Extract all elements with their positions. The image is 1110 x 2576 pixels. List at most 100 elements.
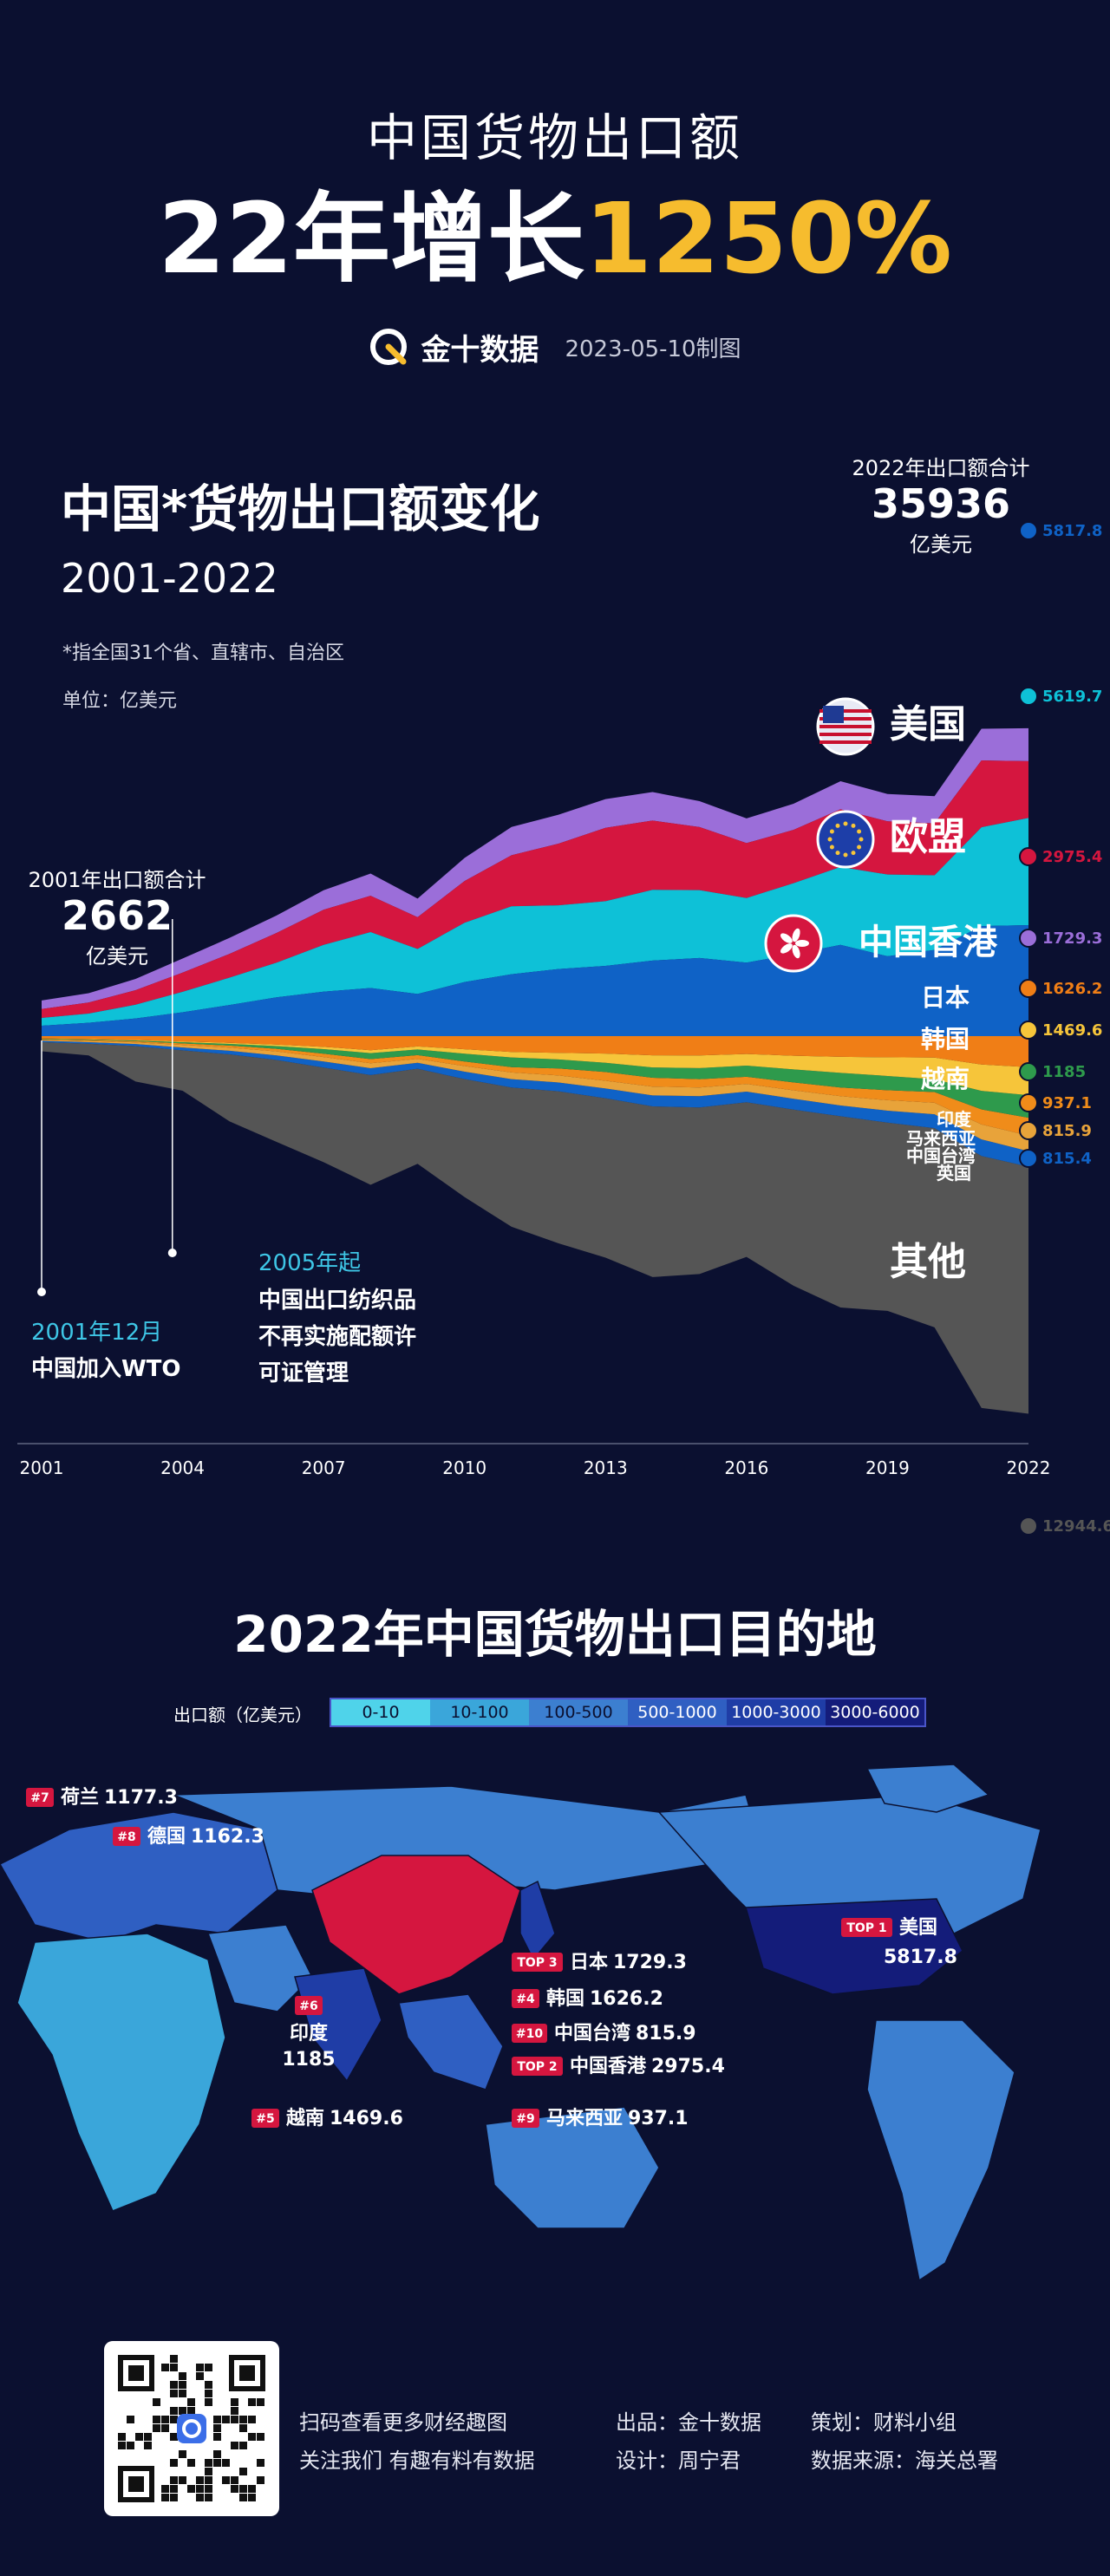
hero-accent: 1250% — [584, 183, 952, 296]
map-callout: TOP 1 美国 5817.8 — [841, 1916, 957, 1968]
qr-code-icon[interactable] — [104, 2341, 279, 2516]
end-marker-japan — [1019, 929, 1038, 948]
follow-text: 关注我们 有趣有料有数据 — [299, 2449, 535, 2473]
end-marker-usa — [1019, 521, 1038, 540]
map-callout: TOP 3 日本 1729.3 — [512, 1952, 687, 1973]
series-label-uk: 英国 — [937, 1163, 971, 1184]
map-legend: 0-10 10-100 100-500 500-1000 1000-3000 3000-6… — [330, 1698, 926, 1727]
brand-name: 金十数据 — [421, 332, 539, 368]
x-tick-label: 2013 — [584, 1458, 628, 1478]
annotation-textile-line: 可证管理 — [258, 1360, 349, 1386]
flag-eu-icon — [816, 810, 875, 869]
map-callout: #10 中国台湾 815.9 — [512, 2022, 696, 2044]
x-tick-label: 2007 — [302, 1458, 346, 1478]
producer-credit: 出品：金十数据 — [616, 2410, 761, 2435]
callout-rank: TOP 2 — [517, 2060, 557, 2074]
callout-value: 815.9 — [636, 2023, 696, 2044]
area-japan — [42, 727, 1028, 1009]
callout-value: 2975.4 — [651, 2056, 725, 2077]
callout-rank: #7 — [30, 1791, 49, 1805]
source-credit: 数据来源：海关总署 — [811, 2449, 998, 2473]
end-marker-taiwan — [1019, 1121, 1038, 1140]
map-callout: #6 印度 1185 — [282, 1996, 336, 2071]
total-2022-value: 35936 — [871, 480, 1011, 527]
callout-name: 越南 — [285, 2108, 324, 2129]
hero-title-line1: 中国货物出口额 — [366, 108, 743, 167]
annotation-textile-line: 不再实施配额许 — [258, 1323, 416, 1350]
series-label-india: 印度 — [937, 1109, 972, 1130]
chart-unit: 单位：亿美元 — [62, 690, 178, 712]
x-tick-label: 2022 — [1007, 1458, 1051, 1478]
chart-title: 中国*货物出口额变化 — [61, 479, 540, 538]
legend-bin: 1000-3000 — [727, 1699, 826, 1725]
total-2022-unit: 亿美元 — [910, 532, 972, 557]
callout-name: 韩国 — [546, 1987, 584, 2010]
area-eu — [42, 818, 1028, 1027]
map-region-southeast-asia — [398, 1993, 504, 2090]
hero-title-line2: 22年增长1250% — [0, 191, 1110, 288]
total-2001-value: 2662 — [61, 892, 173, 939]
legend-bin: 0-10 — [331, 1699, 430, 1725]
area-vietnam — [42, 1038, 1028, 1096]
total-2001-label: 2001年出口额合计 — [28, 868, 206, 892]
callout-name: 中国香港 — [570, 2056, 647, 2077]
flag-hk-icon — [764, 914, 823, 973]
callout-rank: #6 — [299, 1999, 317, 2013]
series-label-vietnam: 越南 — [921, 1065, 970, 1093]
callout-name: 日本 — [570, 1952, 608, 1973]
end-marker-malaysia — [1019, 1093, 1038, 1112]
callout-value: 1626.2 — [590, 1988, 663, 2010]
series-label-taiwan: 中国台湾 — [906, 1145, 976, 1166]
callout-rank: TOP 3 — [517, 1956, 557, 1970]
map-callout: #5 越南 1469.6 — [251, 2108, 403, 2129]
total-2001: 2001年出口额合计 2662 亿美元 — [0, 863, 234, 969]
brand-logo-icon — [370, 329, 408, 365]
area-other — [42, 1041, 1028, 1414]
map-callout: #7 荷兰 1177.3 — [26, 1786, 178, 1809]
map-title: 2022年中国货物出口目的地 — [233, 1605, 877, 1664]
map-region-russia — [173, 1785, 764, 1900]
legend-bin: 3000-6000 — [826, 1699, 924, 1725]
x-tick-label: 2004 — [160, 1458, 205, 1478]
end-marker-hk — [1019, 847, 1038, 866]
area-malaysia — [42, 1039, 1028, 1136]
series-label-hk: 中国香港 — [859, 923, 998, 962]
scan-text: 扫码查看更多财经趣图 — [299, 2410, 507, 2435]
series-label-usa: 美国 — [890, 702, 966, 747]
chart-subtitle: 2001-2022 — [61, 555, 278, 602]
callout-rank: #5 — [256, 2112, 274, 2126]
callout-value: 1177.3 — [104, 1787, 178, 1809]
map-region-australia — [485, 2106, 660, 2229]
footer: 扫码查看更多财经趣图 关注我们 有趣有料有数据 出品：金十数据 设计：周宁君 策… — [0, 2341, 1110, 2549]
end-value-taiwan: 815.9 — [1042, 1122, 1092, 1140]
designer-credit: 设计：周宁君 — [616, 2449, 741, 2473]
map-callout: #8 德国 1162.3 — [113, 1825, 264, 1848]
area-taiwan — [42, 1040, 1028, 1151]
callout-name: 美国 — [899, 1916, 937, 1939]
end-value-uk: 815.4 — [1042, 1150, 1092, 1168]
end-marker-india — [1019, 1062, 1038, 1081]
end-marker-korea — [1019, 979, 1038, 998]
series-label-eu: 欧盟 — [890, 815, 966, 859]
chart-note: *指全国31个省、直辖市、自治区 — [62, 642, 344, 664]
series-label-japan: 日本 — [921, 983, 970, 1012]
end-value-korea: 1626.2 — [1042, 980, 1102, 998]
map-callout: TOP 2 中国香港 2975.4 — [512, 2056, 725, 2077]
end-value-malaysia: 937.1 — [1042, 1094, 1092, 1112]
callout-name: 马来西亚 — [546, 2108, 623, 2129]
x-tick-label: 2010 — [442, 1458, 486, 1478]
area-hk — [42, 760, 1028, 1019]
flag-usa-icon — [816, 697, 875, 756]
end-value-india: 1185 — [1042, 1063, 1086, 1081]
map-callout: #4 韩国 1626.2 — [512, 1987, 663, 2010]
map-callout: #9 马来西亚 937.1 — [512, 2108, 689, 2129]
publish-date: 2023-05-10制图 — [565, 336, 741, 362]
legend-bin: 10-100 — [430, 1699, 529, 1725]
annotation-wto-year: 2001年12月 — [31, 1320, 162, 1346]
area-korea — [42, 1036, 1028, 1067]
x-tick-label: 2019 — [865, 1458, 910, 1478]
callout-name: 德国 — [147, 1825, 186, 1848]
series-label-other: 其他 — [890, 1240, 966, 1284]
end-marker-other — [1019, 1516, 1038, 1536]
